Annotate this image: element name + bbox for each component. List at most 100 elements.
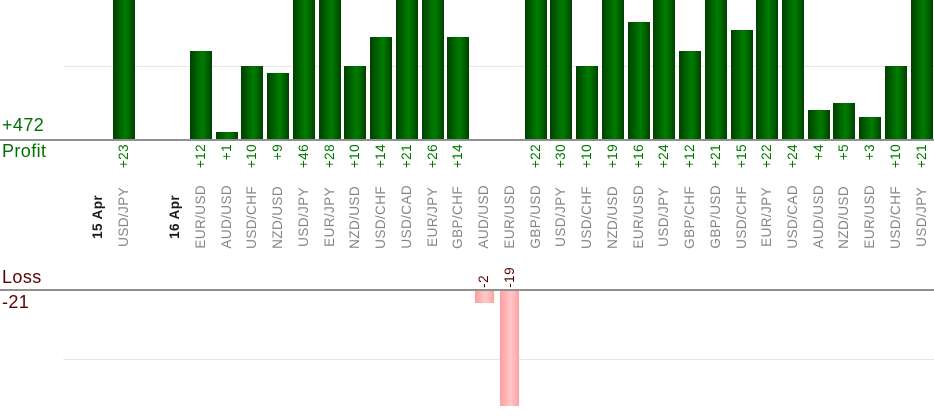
pair-label-cell: USD/JPY bbox=[907, 184, 934, 250]
profit-bar bbox=[807, 109, 830, 139]
pair-label: USD/JPY bbox=[553, 187, 569, 247]
profit-value-label: +24 bbox=[656, 144, 672, 169]
pair-label: GBP/CHF bbox=[682, 185, 698, 249]
profit-value-label: +9 bbox=[270, 144, 286, 161]
pair-label: USD/CHF bbox=[733, 185, 749, 249]
profit-value-label-cell: +14 bbox=[443, 144, 473, 184]
profit-value-label: +12 bbox=[192, 144, 208, 169]
pair-label: NZD/USD bbox=[347, 185, 363, 249]
profit-value-label: +19 bbox=[604, 144, 620, 169]
profit-bar bbox=[112, 0, 135, 139]
pair-label: GBP/USD bbox=[707, 185, 723, 249]
category-label-row: 15 Apr USD/JPY 16 Apr EUR/USD AUD/USD USD/CHF… bbox=[0, 184, 934, 250]
pair-label: NZD/USD bbox=[836, 185, 852, 249]
profit-value-label: +14 bbox=[373, 144, 389, 169]
pair-label: EUR/JPY bbox=[321, 187, 337, 247]
profit-value-label: +21 bbox=[398, 144, 414, 169]
pair-label: USD/JPY bbox=[295, 187, 311, 247]
profit-value-label-row: +23 +12 +1 +10 +9 +46 +28 +10 +14 +21 +26 +14 +22 +30… bbox=[0, 144, 934, 184]
pair-label: NZD/USD bbox=[604, 185, 620, 249]
profit-value-label: +5 bbox=[836, 144, 852, 161]
pair-label: GBP/CHF bbox=[450, 185, 466, 249]
profit-bar bbox=[679, 51, 702, 139]
profit-bar bbox=[781, 0, 804, 139]
profit-value-label: +26 bbox=[424, 144, 440, 169]
pair-label: USD/CHF bbox=[579, 185, 595, 249]
loss-value-label: -19 bbox=[501, 267, 517, 288]
profit-value-label: +10 bbox=[579, 144, 595, 169]
date-label: 16 Apr bbox=[167, 195, 183, 239]
profit-value-label: +3 bbox=[862, 144, 878, 161]
profit-bar bbox=[215, 131, 238, 139]
profit-bar bbox=[910, 0, 933, 139]
profit-bar bbox=[704, 0, 727, 139]
profit-bar bbox=[370, 36, 393, 139]
profit-value-label: +4 bbox=[810, 144, 826, 161]
profit-bar bbox=[627, 22, 650, 139]
profit-bar bbox=[318, 0, 341, 139]
profit-value-label: +16 bbox=[630, 144, 646, 169]
profit-total-label: +472 bbox=[2, 115, 45, 135]
pair-label: USD/JPY bbox=[656, 187, 672, 247]
profit-bar bbox=[601, 0, 624, 139]
loss-bar bbox=[474, 291, 494, 304]
profit-bar bbox=[859, 117, 882, 139]
profit-bar bbox=[344, 66, 367, 139]
profit-bar bbox=[884, 66, 907, 139]
profit-bar bbox=[395, 0, 418, 139]
profit-bar bbox=[189, 51, 212, 139]
profit-bar bbox=[756, 0, 779, 139]
pair-label: USD/JPY bbox=[115, 187, 131, 247]
loss-gridline bbox=[63, 359, 934, 360]
loss-axis-label: Loss bbox=[2, 267, 42, 287]
profit-value-label-cell: +23 bbox=[109, 144, 139, 184]
profit-value-label: +22 bbox=[759, 144, 775, 169]
pair-label: AUD/USD bbox=[476, 185, 492, 249]
pair-label: USD/CHF bbox=[887, 185, 903, 249]
profit-bar bbox=[730, 29, 753, 139]
profit-bar bbox=[550, 0, 573, 139]
profit-bar bbox=[267, 73, 290, 139]
profit-value-label-cell: +21 bbox=[907, 144, 934, 184]
pair-label: USD/CAD bbox=[398, 185, 414, 249]
profit-value-label: +10 bbox=[244, 144, 260, 169]
pair-label: AUD/USD bbox=[810, 185, 826, 249]
profit-value-label: +21 bbox=[707, 144, 723, 169]
pair-label: EUR/USD bbox=[630, 185, 646, 249]
date-label: 15 Apr bbox=[90, 195, 105, 239]
profit-bar bbox=[292, 0, 315, 139]
profit-bar bbox=[833, 102, 856, 139]
pair-label: USD/CHF bbox=[373, 185, 389, 249]
loss-value-label-row: -2 -19 bbox=[0, 254, 934, 288]
profit-value-label: +22 bbox=[527, 144, 543, 169]
loss-axis-line bbox=[0, 289, 934, 291]
profit-value-label: +1 bbox=[218, 144, 234, 161]
profit-value-label: +10 bbox=[347, 144, 363, 169]
profit-value-label: +24 bbox=[784, 144, 800, 169]
loss-total-label: -21 bbox=[2, 292, 30, 312]
profit-value-label: +15 bbox=[733, 144, 749, 169]
loss-value-label: -2 bbox=[476, 275, 492, 288]
profit-bar bbox=[653, 0, 676, 139]
profit-bar bbox=[421, 0, 444, 139]
pair-label: EUR/JPY bbox=[759, 187, 775, 247]
profit-value-label: +21 bbox=[913, 144, 929, 169]
loss-value-label-cell: -19 bbox=[495, 254, 525, 288]
pair-label: USD/CHF bbox=[244, 185, 260, 249]
pair-label-cell: USD/JPY bbox=[109, 184, 139, 250]
loss-chart-plot-area bbox=[0, 291, 934, 420]
profit-value-label: +46 bbox=[295, 144, 311, 169]
profit-bar bbox=[241, 66, 264, 139]
profit-axis-label: Profit bbox=[2, 141, 47, 161]
pair-label: NZD/USD bbox=[270, 185, 286, 249]
profit-value-label: +12 bbox=[682, 144, 698, 169]
profit-value-label: +30 bbox=[553, 144, 569, 169]
profit-bar bbox=[524, 0, 547, 139]
pair-label: AUD/USD bbox=[218, 185, 234, 249]
profit-value-label: +28 bbox=[321, 144, 337, 169]
profit-axis-line bbox=[0, 139, 934, 141]
profit-value-label: +10 bbox=[887, 144, 903, 169]
pair-label: EUR/USD bbox=[862, 185, 878, 249]
profit-bar bbox=[447, 36, 470, 139]
